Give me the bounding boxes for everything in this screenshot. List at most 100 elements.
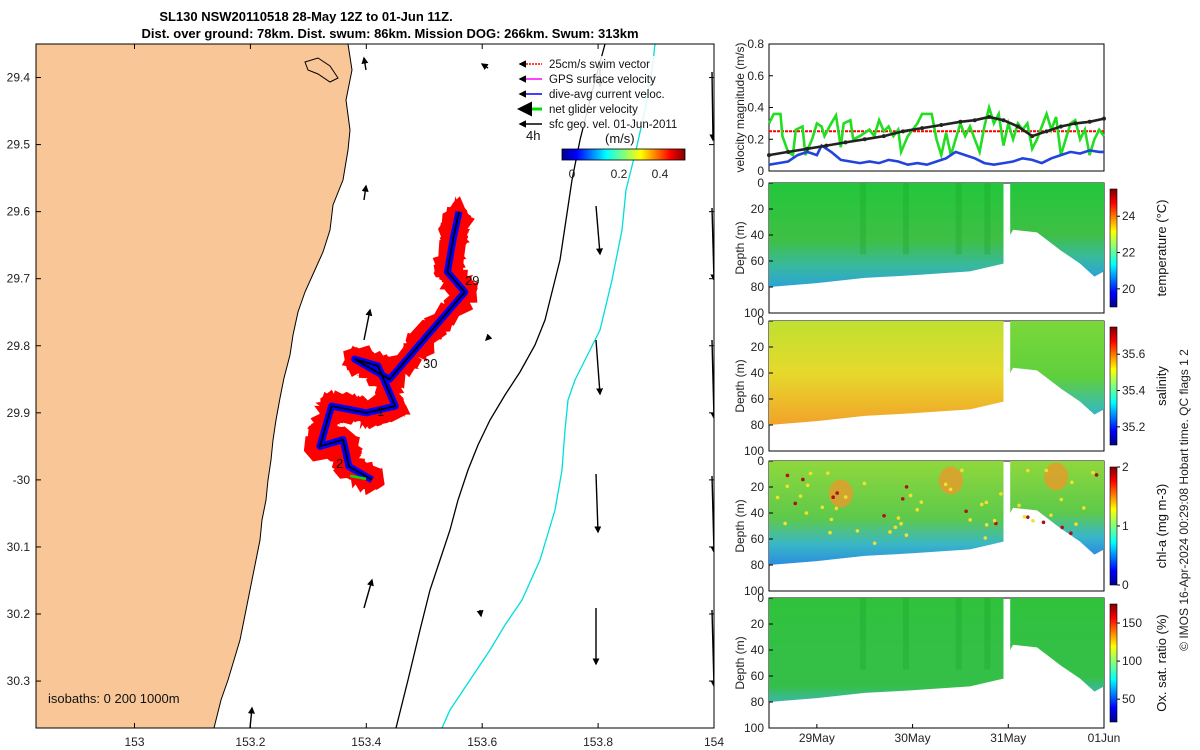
lat-tick-label: 29.7: [7, 272, 31, 286]
temperature-section-b: [1010, 183, 1104, 277]
vel-ylabel: velocity magnitude (m/s): [733, 42, 747, 172]
chl-dot: [828, 530, 832, 535]
depth-label: Depth (m): [733, 499, 747, 552]
chl-dot: [1059, 497, 1064, 502]
chl-dot: [775, 495, 780, 500]
chl-dot: [904, 485, 909, 489]
vel-point: [843, 140, 848, 145]
darker-band: [984, 183, 991, 255]
legend-label: GPS surface velocity: [549, 74, 656, 86]
vel-point: [1030, 134, 1035, 139]
legend-label: net glider velocity: [549, 104, 638, 116]
oxygen-saturation-section-a: [769, 598, 1004, 702]
vel-point: [1073, 121, 1078, 126]
chl-dot: [984, 523, 989, 527]
vel-ytick-label: 0.8: [747, 37, 764, 51]
cbar-label: chl-a (mg m-3): [1154, 484, 1169, 569]
chl-dot: [1031, 518, 1035, 523]
darker-band: [859, 598, 866, 670]
chl-dot: [943, 482, 948, 487]
vel-point: [767, 153, 771, 158]
chl-dot: [893, 525, 898, 530]
chl-dot: [1025, 468, 1030, 473]
lat-tick-label: 29.4: [7, 71, 31, 85]
vel-point: [786, 149, 791, 154]
darker-band: [955, 598, 962, 670]
vel-point: [901, 129, 905, 134]
chl-dot: [843, 495, 848, 499]
credit-text: © IMOS 16-Apr-2024 00:29:08 Hobart time.…: [1177, 349, 1191, 651]
depth-tick-label: 20: [751, 617, 765, 631]
chl-dot: [896, 516, 901, 520]
salinity-section-b: [1010, 321, 1104, 415]
cbar-tick-label: 2: [1122, 460, 1129, 474]
depth-label: Depth (m): [733, 221, 747, 274]
cbar-tick-1: 0.2: [611, 167, 628, 181]
chl-dot: [979, 502, 984, 507]
chl-dot: [801, 477, 805, 482]
chl-dot: [882, 513, 886, 518]
oxygen-saturation-section-b: [1010, 598, 1104, 692]
chl-dot: [960, 468, 964, 473]
chl-dot: [831, 495, 835, 499]
chl-dot: [1074, 522, 1078, 526]
chl-dot: [820, 505, 825, 510]
vel-point: [805, 146, 810, 151]
depth-tick-label: 40: [751, 366, 765, 380]
chl-dot: [900, 497, 905, 501]
lon-tick-label: 153.6: [467, 735, 497, 749]
cbar-tick-2: 0.4: [652, 167, 669, 181]
vel-point: [1058, 124, 1063, 129]
colorbar-label: (m/s): [605, 131, 635, 146]
cbar-tick-label: 24: [1122, 209, 1136, 223]
depth-tick-label: 40: [751, 228, 765, 242]
colorbar-temperature: [1109, 188, 1118, 308]
cbar-label: temperature (°C): [1154, 200, 1169, 297]
darker-band: [859, 183, 866, 255]
salinity-section-a: [769, 321, 1004, 425]
chl-dot: [888, 530, 892, 534]
cbar-tick-label: 20: [1122, 282, 1136, 296]
chl-dot: [964, 509, 968, 514]
chl-hotspot: [938, 466, 963, 495]
darker-band: [903, 183, 909, 255]
lon-tick-label: 153.8: [583, 735, 613, 749]
lat-tick-label: 29.9: [7, 406, 31, 420]
chl-dot: [829, 517, 834, 522]
depth-tick-label: 100: [744, 584, 764, 598]
vel-point: [958, 119, 963, 124]
chl-dot: [783, 521, 787, 526]
chl-dot: [948, 487, 953, 492]
depth-tick-label: 20: [751, 202, 765, 216]
cbar-label: Ox. sat. ratio (%): [1154, 614, 1169, 712]
chl-dot: [994, 521, 998, 526]
vel-point: [987, 115, 992, 120]
cbar-tick-label: 35.2: [1122, 420, 1146, 434]
lat-tick-label: 29.8: [7, 339, 31, 353]
cbar-tick-label: 150: [1122, 616, 1142, 630]
isobath-200m: [441, 44, 656, 728]
depth-tick-label: 0: [757, 454, 764, 468]
lon-tick-label: 153: [124, 735, 144, 749]
depth-tick-label: 60: [751, 254, 765, 268]
map-panel: 29 30 1 2 isobaths: 0 200 1000m 25cm/s s…: [7, 43, 724, 749]
glider-track-line: [318, 211, 467, 481]
depth-tick-label: 0: [757, 314, 764, 328]
depth-tick-label: 80: [751, 280, 765, 294]
chl-dot: [919, 500, 924, 504]
depth-tick-label: 40: [751, 506, 765, 520]
depth-tick-label: 40: [751, 643, 765, 657]
chl-dot: [835, 491, 839, 495]
vel-ytick-label: 0.4: [747, 101, 764, 115]
depth-label: Depth (m): [733, 359, 747, 412]
land-mass: [36, 44, 353, 728]
velocity-panel-frame: [768, 43, 1105, 172]
map-axis-ticks: 153 153.2 153.4 153.6 153.8 15429.429.529.629…: [7, 44, 724, 749]
vel-point: [920, 126, 925, 131]
depth-tick-label: 80: [751, 418, 765, 432]
chl-dot: [1026, 515, 1030, 519]
depth-tick-label: 80: [751, 695, 765, 709]
darker-band: [903, 598, 909, 670]
legend-label: dive-avg current veloc.: [549, 89, 665, 101]
